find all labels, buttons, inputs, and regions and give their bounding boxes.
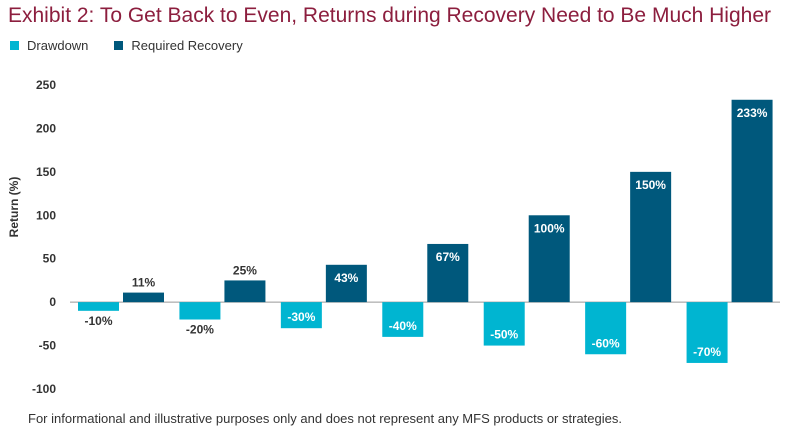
legend-label-drawdown: Drawdown [27, 38, 89, 53]
legend-item-drawdown: Drawdown [10, 38, 88, 53]
recovery-data-label: 233% [737, 106, 768, 120]
drawdown-bar [78, 302, 119, 311]
drawdown-data-label: -20% [186, 323, 214, 337]
legend-item-required-recovery: Required Recovery [114, 38, 243, 53]
recovery-bar [528, 215, 570, 303]
y-tick-label: -100 [32, 382, 56, 396]
drawdown-bar [280, 302, 322, 329]
drawdown-bar [585, 302, 627, 355]
recovery-data-label: 100% [534, 221, 565, 235]
y-tick-label: 200 [36, 121, 56, 135]
recovery-bar [325, 264, 367, 303]
recovery-bar [123, 292, 164, 303]
drawdown-data-label: -10% [84, 314, 112, 328]
drawdown-data-label: -70% [693, 345, 721, 359]
drawdown-bar [686, 302, 728, 363]
drawdown-data-label: -50% [490, 328, 518, 342]
drawdown-bar [179, 302, 221, 320]
recovery-data-label: 11% [132, 276, 156, 290]
legend-swatch-required-recovery [114, 41, 124, 50]
recovery-bar [427, 243, 469, 303]
y-tick-label: 0 [49, 295, 56, 309]
y-tick-label: -50 [39, 339, 57, 353]
legend: Drawdown Required Recovery [10, 38, 243, 53]
y-tick-label: 100 [36, 208, 56, 222]
legend-label-required-recovery: Required Recovery [131, 38, 243, 53]
recovery-data-label: 25% [233, 263, 257, 277]
drawdown-data-label: -40% [389, 319, 417, 333]
recovery-bar [224, 280, 266, 303]
footnote: For informational and illustrative purpo… [28, 411, 622, 426]
recovery-data-label: 150% [635, 178, 666, 192]
recovery-bar [630, 171, 672, 303]
drawdown-bar [382, 302, 424, 337]
legend-swatch-drawdown [10, 41, 19, 50]
y-tick-label: 150 [36, 165, 56, 179]
recovery-data-label: 67% [436, 250, 460, 264]
recovery-data-label: 43% [334, 271, 358, 285]
drawdown-data-label: -30% [287, 310, 315, 324]
y-axis-label: Return (%) [7, 177, 21, 238]
drawdown-bar [483, 302, 525, 346]
recovery-bar [731, 99, 773, 303]
y-tick-label: 50 [43, 252, 57, 266]
drawdown-data-label: -60% [592, 336, 620, 350]
chart-title: Exhibit 2: To Get Back to Even, Returns … [8, 4, 771, 27]
y-tick-label: 250 [36, 78, 56, 92]
